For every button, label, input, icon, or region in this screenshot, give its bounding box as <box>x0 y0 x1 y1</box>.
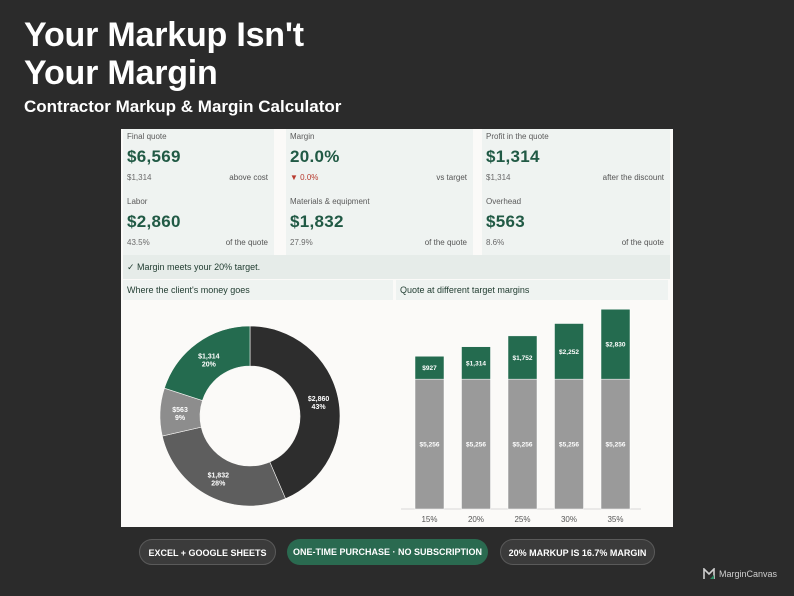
brand-name: MarginCanvas <box>719 569 778 579</box>
title-line-1: Your Markup Isn't <box>24 16 304 54</box>
bar-segment-profit <box>600 308 631 380</box>
kpi-value: $563 <box>486 212 526 231</box>
bar-profit-label: $1,752 <box>513 355 533 362</box>
kpi-materials: Materials & equipment $1,832 27.9% of th… <box>286 194 473 256</box>
bar-chart-title: Quote at different target margins <box>400 285 530 295</box>
bar-category-label: 25% <box>514 515 530 524</box>
status-banner: ✓ Margin meets your 20% target. <box>123 255 670 279</box>
kpi-label: Materials & equipment <box>290 197 370 206</box>
kpi-final-quote: Final quote $6,569 $1,314 above cost <box>123 129 274 191</box>
kpi-label: Margin <box>290 132 315 141</box>
donut-slice-percent-label: 9% <box>175 415 186 422</box>
bar-base-label: $5,256 <box>606 442 626 449</box>
donut-slice <box>249 325 341 500</box>
kpi-label: Labor <box>127 197 148 206</box>
page-title: Your Markup Isn't Your Margin <box>24 16 304 92</box>
donut-slice-percent-label: 43% <box>312 404 327 411</box>
bar-category-label: 30% <box>561 515 577 524</box>
kpi-delta: 0.0% <box>300 173 319 182</box>
bar-segment-profit <box>414 355 445 380</box>
donut-slice-percent-label: 28% <box>211 480 226 487</box>
bar-profit-label: $2,830 <box>606 342 626 349</box>
kpi-value: $1,314 <box>486 147 540 166</box>
page-subtitle: Contractor Markup & Margin Calculator <box>24 97 342 116</box>
bar-base-label: $5,256 <box>466 442 486 449</box>
kpi-column-left <box>123 129 274 255</box>
kpi-profit: Profit in the quote $1,314 $1,314 after … <box>482 129 670 191</box>
bar-profit-label: $1,314 <box>466 360 486 367</box>
kpi-column-middle <box>286 129 473 255</box>
bar-segment-base <box>600 378 631 510</box>
kpi-sub-caption: after the discount <box>602 173 664 182</box>
kpi-overhead: Overhead $563 8.6% of the quote <box>482 194 670 256</box>
bar-category-label: 35% <box>607 515 623 524</box>
feature-pill-excel: EXCEL + GOOGLE SHEETS <box>139 539 276 565</box>
kpi-sub-caption: of the quote <box>225 238 268 247</box>
bar-segment-base <box>461 378 491 510</box>
feature-pill-purchase: ONE-TIME PURCHASE · NO SUBSCRIPTION <box>287 539 488 565</box>
donut-slice-value-label: $1,832 <box>208 472 230 479</box>
donut-chart-title: Where the client's money goes <box>127 285 250 295</box>
bar-base-label: $5,256 <box>559 442 579 449</box>
bar-base-label: $5,256 <box>420 442 440 449</box>
kpi-value: 20.0% <box>290 147 340 166</box>
margincanvas-logo-icon <box>703 568 715 579</box>
kpi-sub-value: 43.5% <box>127 238 150 247</box>
feature-pill-markup: 20% MARKUP IS 16.7% MARGIN <box>500 539 655 565</box>
kpi-sub-value: ▼ 0.0% <box>290 173 318 182</box>
kpi-value: $1,832 <box>290 212 344 231</box>
kpi-value: $6,569 <box>127 147 181 166</box>
kpi-sub-caption: above cost <box>229 173 268 182</box>
donut-slice <box>161 426 286 507</box>
bar-segment-base <box>414 378 445 510</box>
charts-canvas: $2,86043%$1,83228%$5639%$1,31420%$5,256$… <box>159 308 641 524</box>
kpi-margin: Margin 20.0% ▼ 0.0% vs target <box>286 129 473 191</box>
bar-segment-profit <box>461 346 491 380</box>
donut-slice <box>164 325 251 401</box>
kpi-sub-caption: vs target <box>436 173 467 182</box>
donut-slice-value-label: $1,314 <box>198 353 220 360</box>
title-line-2: Your Margin <box>24 54 218 92</box>
down-arrow-icon: ▼ <box>290 173 298 182</box>
kpi-sub-value: 8.6% <box>486 238 505 247</box>
kpi-value: $2,860 <box>127 212 181 231</box>
kpi-labor: Labor $2,860 43.5% of the quote <box>123 194 274 256</box>
kpi-label: Overhead <box>486 197 522 206</box>
status-message: ✓ Margin meets your 20% target. <box>127 262 261 272</box>
kpi-sub-value: $1,314 <box>127 173 152 182</box>
kpi-label: Profit in the quote <box>486 132 549 141</box>
kpi-column-right <box>482 129 670 255</box>
bar-profit-label: $927 <box>422 365 437 372</box>
donut-slice-value-label: $563 <box>172 407 188 414</box>
bar-category-label: 20% <box>468 515 484 524</box>
donut-chart-header: Where the client's money goes <box>123 280 393 300</box>
bar-profit-label: $2,252 <box>559 349 579 356</box>
kpi-sub-caption: of the quote <box>424 238 467 247</box>
calculator-panel: Final quote $6,569 $1,314 above cost Mar… <box>121 129 673 527</box>
bar-segment-profit <box>507 335 538 380</box>
bar-chart-header: Quote at different target margins <box>396 280 668 300</box>
donut-slice-value-label: $2,860 <box>308 396 330 403</box>
bar-base-label: $5,256 <box>513 442 533 449</box>
bar-segment-profit <box>554 323 584 380</box>
kpi-sub-value: 27.9% <box>290 238 313 247</box>
donut-slice-percent-label: 20% <box>202 361 217 368</box>
kpi-sub-value: $1,314 <box>486 173 511 182</box>
kpi-sub-caption: of the quote <box>621 238 664 247</box>
kpi-label: Final quote <box>127 132 167 141</box>
bar-category-label: 15% <box>421 515 437 524</box>
bar-segment-base <box>554 378 584 510</box>
